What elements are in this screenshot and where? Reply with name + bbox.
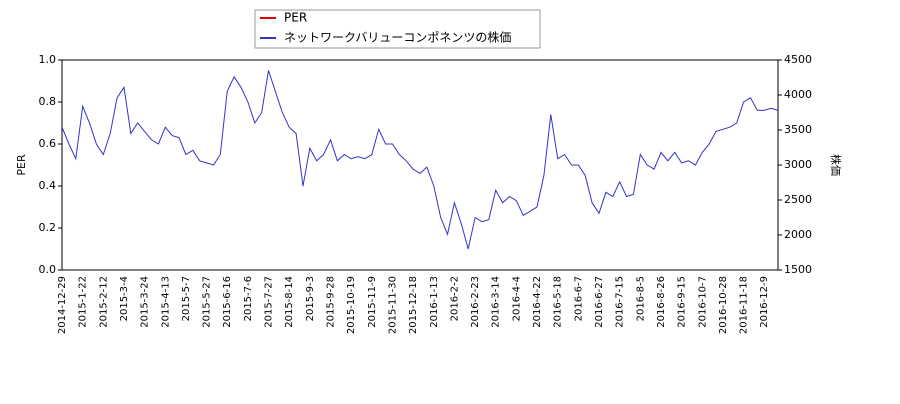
x-tick-label: 2016-8-26 <box>656 276 667 328</box>
y2-tick-label: 1500 <box>784 263 812 276</box>
x-tick-label: 2016-4-4 <box>511 276 522 321</box>
x-tick-label: 2015-6-16 <box>222 276 233 328</box>
y-tick-label: 0.2 <box>39 221 57 234</box>
y-tick-label: 0.8 <box>39 95 57 108</box>
x-tick-label: 2016-4-22 <box>532 276 543 328</box>
x-tick-label: 2014-12-29 <box>57 276 68 334</box>
x-tick-label: 2016-6-27 <box>594 276 605 328</box>
y-tick-label: 1.0 <box>39 53 57 66</box>
y-tick-label: 0.6 <box>39 137 57 150</box>
y-tick-label: 0.4 <box>39 179 57 192</box>
x-tick-label: 2016-6-7 <box>573 276 584 321</box>
y2-tick-label: 2000 <box>784 228 812 241</box>
x-tick-label: 2015-4-13 <box>160 276 171 328</box>
x-tick-label: 2016-9-15 <box>677 276 688 328</box>
x-tick-label: 2015-12-18 <box>408 276 419 334</box>
x-tick-label: 2016-2-2 <box>449 276 460 321</box>
y2-tick-label: 3500 <box>784 123 812 136</box>
x-tick-label: 2016-12-9 <box>759 276 770 328</box>
x-tick-label: 2015-7-6 <box>243 276 254 321</box>
x-tick-label: 2016-10-7 <box>697 276 708 328</box>
y2-tick-label: 2500 <box>784 193 812 206</box>
x-tick-label: 2016-3-14 <box>491 276 502 328</box>
x-tick-label: 2016-8-5 <box>635 276 646 321</box>
x-tick-label: 2016-2-23 <box>470 276 481 328</box>
x-tick-label: 2015-9-28 <box>326 276 337 328</box>
x-tick-label: 2015-8-14 <box>284 276 295 328</box>
x-tick-label: 2016-11-18 <box>739 276 750 334</box>
y2-tick-label: 3000 <box>784 158 812 171</box>
legend-label: PER <box>284 11 307 25</box>
x-tick-label: 2015-9-3 <box>305 276 316 321</box>
x-tick-label: 2015-7-27 <box>264 276 275 328</box>
legend <box>254 9 541 49</box>
x-tick-label: 2015-10-19 <box>346 276 357 334</box>
x-tick-label: 2015-11-30 <box>387 276 398 334</box>
line-series <box>61 70 779 250</box>
x-tick-label: 2016-7-15 <box>615 276 626 328</box>
x-tick-label: 2016-10-28 <box>718 276 729 334</box>
x-tick-label: 2015-3-24 <box>140 276 151 328</box>
y2-tick-label: 4500 <box>784 53 812 66</box>
x-tick-label: 2015-2-12 <box>98 276 109 328</box>
y2-tick-label: 4000 <box>784 88 812 101</box>
x-tick-label: 2016-5-18 <box>553 276 564 328</box>
x-tick-label: 2016-1-13 <box>429 276 440 328</box>
legend-label: ネットワークバリューコンポネンツの株価 <box>284 30 511 45</box>
x-tick-label: 2015-1-22 <box>78 276 89 328</box>
x-tick-label: 2015-5-27 <box>202 276 213 328</box>
y2-axis-label: 株価 <box>829 154 843 176</box>
y-axis-label: PER <box>15 154 28 176</box>
x-tick-label: 2015-5-7 <box>181 276 192 321</box>
x-tick-label: 2015-11-9 <box>367 276 378 328</box>
y-tick-label: 0.0 <box>39 263 57 276</box>
x-tick-label: 2015-3-4 <box>119 276 130 321</box>
plot-frame <box>61 59 779 271</box>
